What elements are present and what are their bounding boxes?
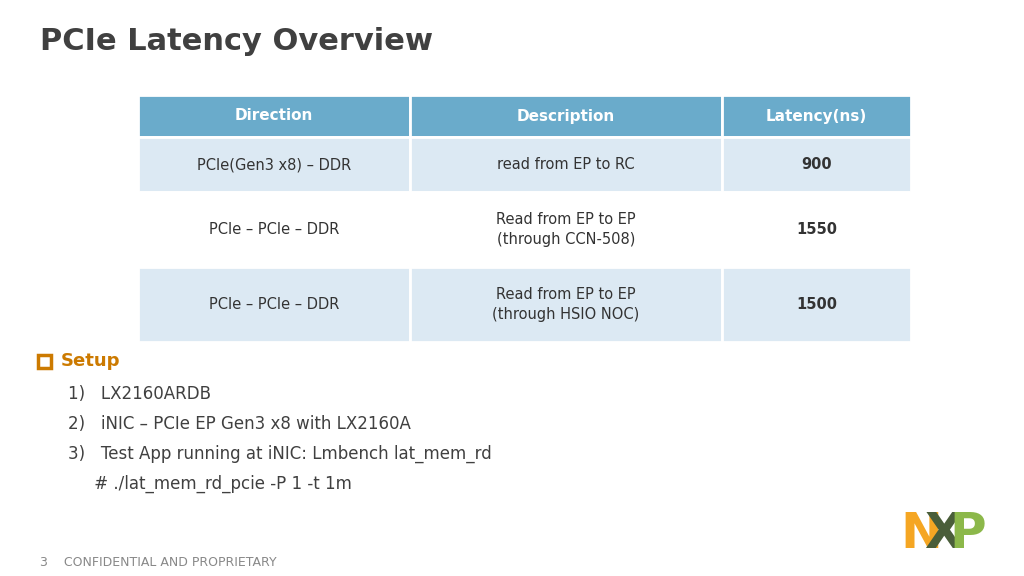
Text: 2)   iNIC – PCIe EP Gen3 x8 with LX2160A: 2) iNIC – PCIe EP Gen3 x8 with LX2160A (68, 415, 411, 433)
Text: PCIe – PCIe – DDR: PCIe – PCIe – DDR (209, 297, 339, 312)
Text: Description: Description (517, 108, 614, 123)
Bar (138, 267, 410, 342)
Text: 1500: 1500 (796, 297, 838, 312)
Text: PCIe – PCIe – DDR: PCIe – PCIe – DDR (209, 222, 339, 237)
Text: Latency(ns): Latency(ns) (766, 108, 867, 123)
Text: Read from EP to EP
(through CCN-508): Read from EP to EP (through CCN-508) (496, 212, 636, 247)
Bar (722, 192, 911, 267)
Text: 3)   Test App running at iNIC: Lmbench lat_mem_rd: 3) Test App running at iNIC: Lmbench lat… (68, 445, 492, 463)
Bar (138, 137, 410, 192)
Text: N: N (900, 510, 942, 558)
Text: 3    CONFIDENTIAL AND PROPRIETARY: 3 CONFIDENTIAL AND PROPRIETARY (40, 555, 276, 569)
Bar (138, 192, 410, 267)
Text: 1)   LX2160ARDB: 1) LX2160ARDB (68, 385, 211, 403)
Bar (410, 192, 722, 267)
Text: P: P (949, 510, 985, 558)
Bar (722, 95, 911, 137)
Text: PCIe(Gen3 x8) – DDR: PCIe(Gen3 x8) – DDR (197, 157, 351, 172)
Bar (410, 95, 722, 137)
Bar (410, 267, 722, 342)
Text: 900: 900 (802, 157, 831, 172)
Bar (138, 95, 410, 137)
Bar (410, 137, 722, 192)
Text: read from EP to RC: read from EP to RC (497, 157, 635, 172)
Text: 1550: 1550 (796, 222, 838, 237)
Bar (722, 137, 911, 192)
Text: Read from EP to EP
(through HSIO NOC): Read from EP to EP (through HSIO NOC) (493, 287, 639, 322)
Text: X: X (925, 510, 963, 558)
Bar (722, 267, 911, 342)
Bar (38, 355, 51, 368)
Text: Direction: Direction (234, 108, 313, 123)
Text: # ./lat_mem_rd_pcie -P 1 -t 1m: # ./lat_mem_rd_pcie -P 1 -t 1m (68, 475, 352, 493)
Text: Setup: Setup (61, 353, 121, 370)
Text: PCIe Latency Overview: PCIe Latency Overview (40, 28, 433, 56)
